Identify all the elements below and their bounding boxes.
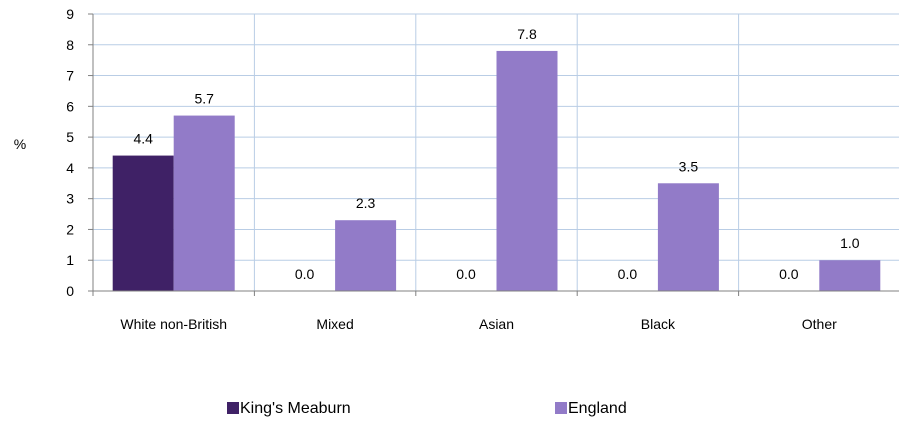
legend-swatch (555, 402, 567, 414)
data-label: 2.3 (356, 195, 376, 211)
y-tick-label: 3 (66, 191, 74, 207)
bar-england (335, 220, 397, 291)
x-tick-label: Asian (479, 316, 514, 332)
data-label: 1.0 (840, 235, 860, 251)
x-tick-label: White non-British (120, 316, 227, 332)
data-label: 7.8 (517, 26, 537, 42)
bar-kings-meaburn (112, 155, 174, 291)
y-tick-label: 8 (66, 37, 74, 53)
x-tick-label: Mixed (316, 316, 353, 332)
y-tick-label: 7 (66, 68, 74, 84)
y-tick-label: 5 (66, 129, 74, 145)
bar-england (819, 260, 881, 291)
data-label: 0.0 (618, 266, 638, 282)
x-tick-label: Other (802, 316, 837, 332)
x-tick-label: Black (641, 316, 676, 332)
y-tick-label: 6 (66, 98, 74, 114)
y-tick-label: 2 (66, 221, 74, 237)
data-label: 0.0 (295, 266, 315, 282)
legend-swatch (227, 402, 239, 414)
data-label: 5.7 (194, 91, 214, 107)
data-label: 0.0 (779, 266, 799, 282)
legend-label: England (568, 400, 627, 417)
bar-england (173, 115, 235, 291)
y-axis-label: % (14, 136, 26, 152)
data-label: 4.4 (133, 131, 153, 147)
bar-england (657, 183, 719, 291)
y-tick-label: 0 (66, 283, 74, 299)
y-tick-label: 9 (66, 6, 74, 22)
data-label: 3.5 (679, 158, 699, 174)
y-tick-label: 4 (66, 160, 74, 176)
legend-label: King's Meaburn (240, 400, 351, 417)
data-label: 0.0 (456, 266, 476, 282)
bar-england (496, 50, 558, 291)
y-tick-label: 1 (66, 252, 74, 268)
